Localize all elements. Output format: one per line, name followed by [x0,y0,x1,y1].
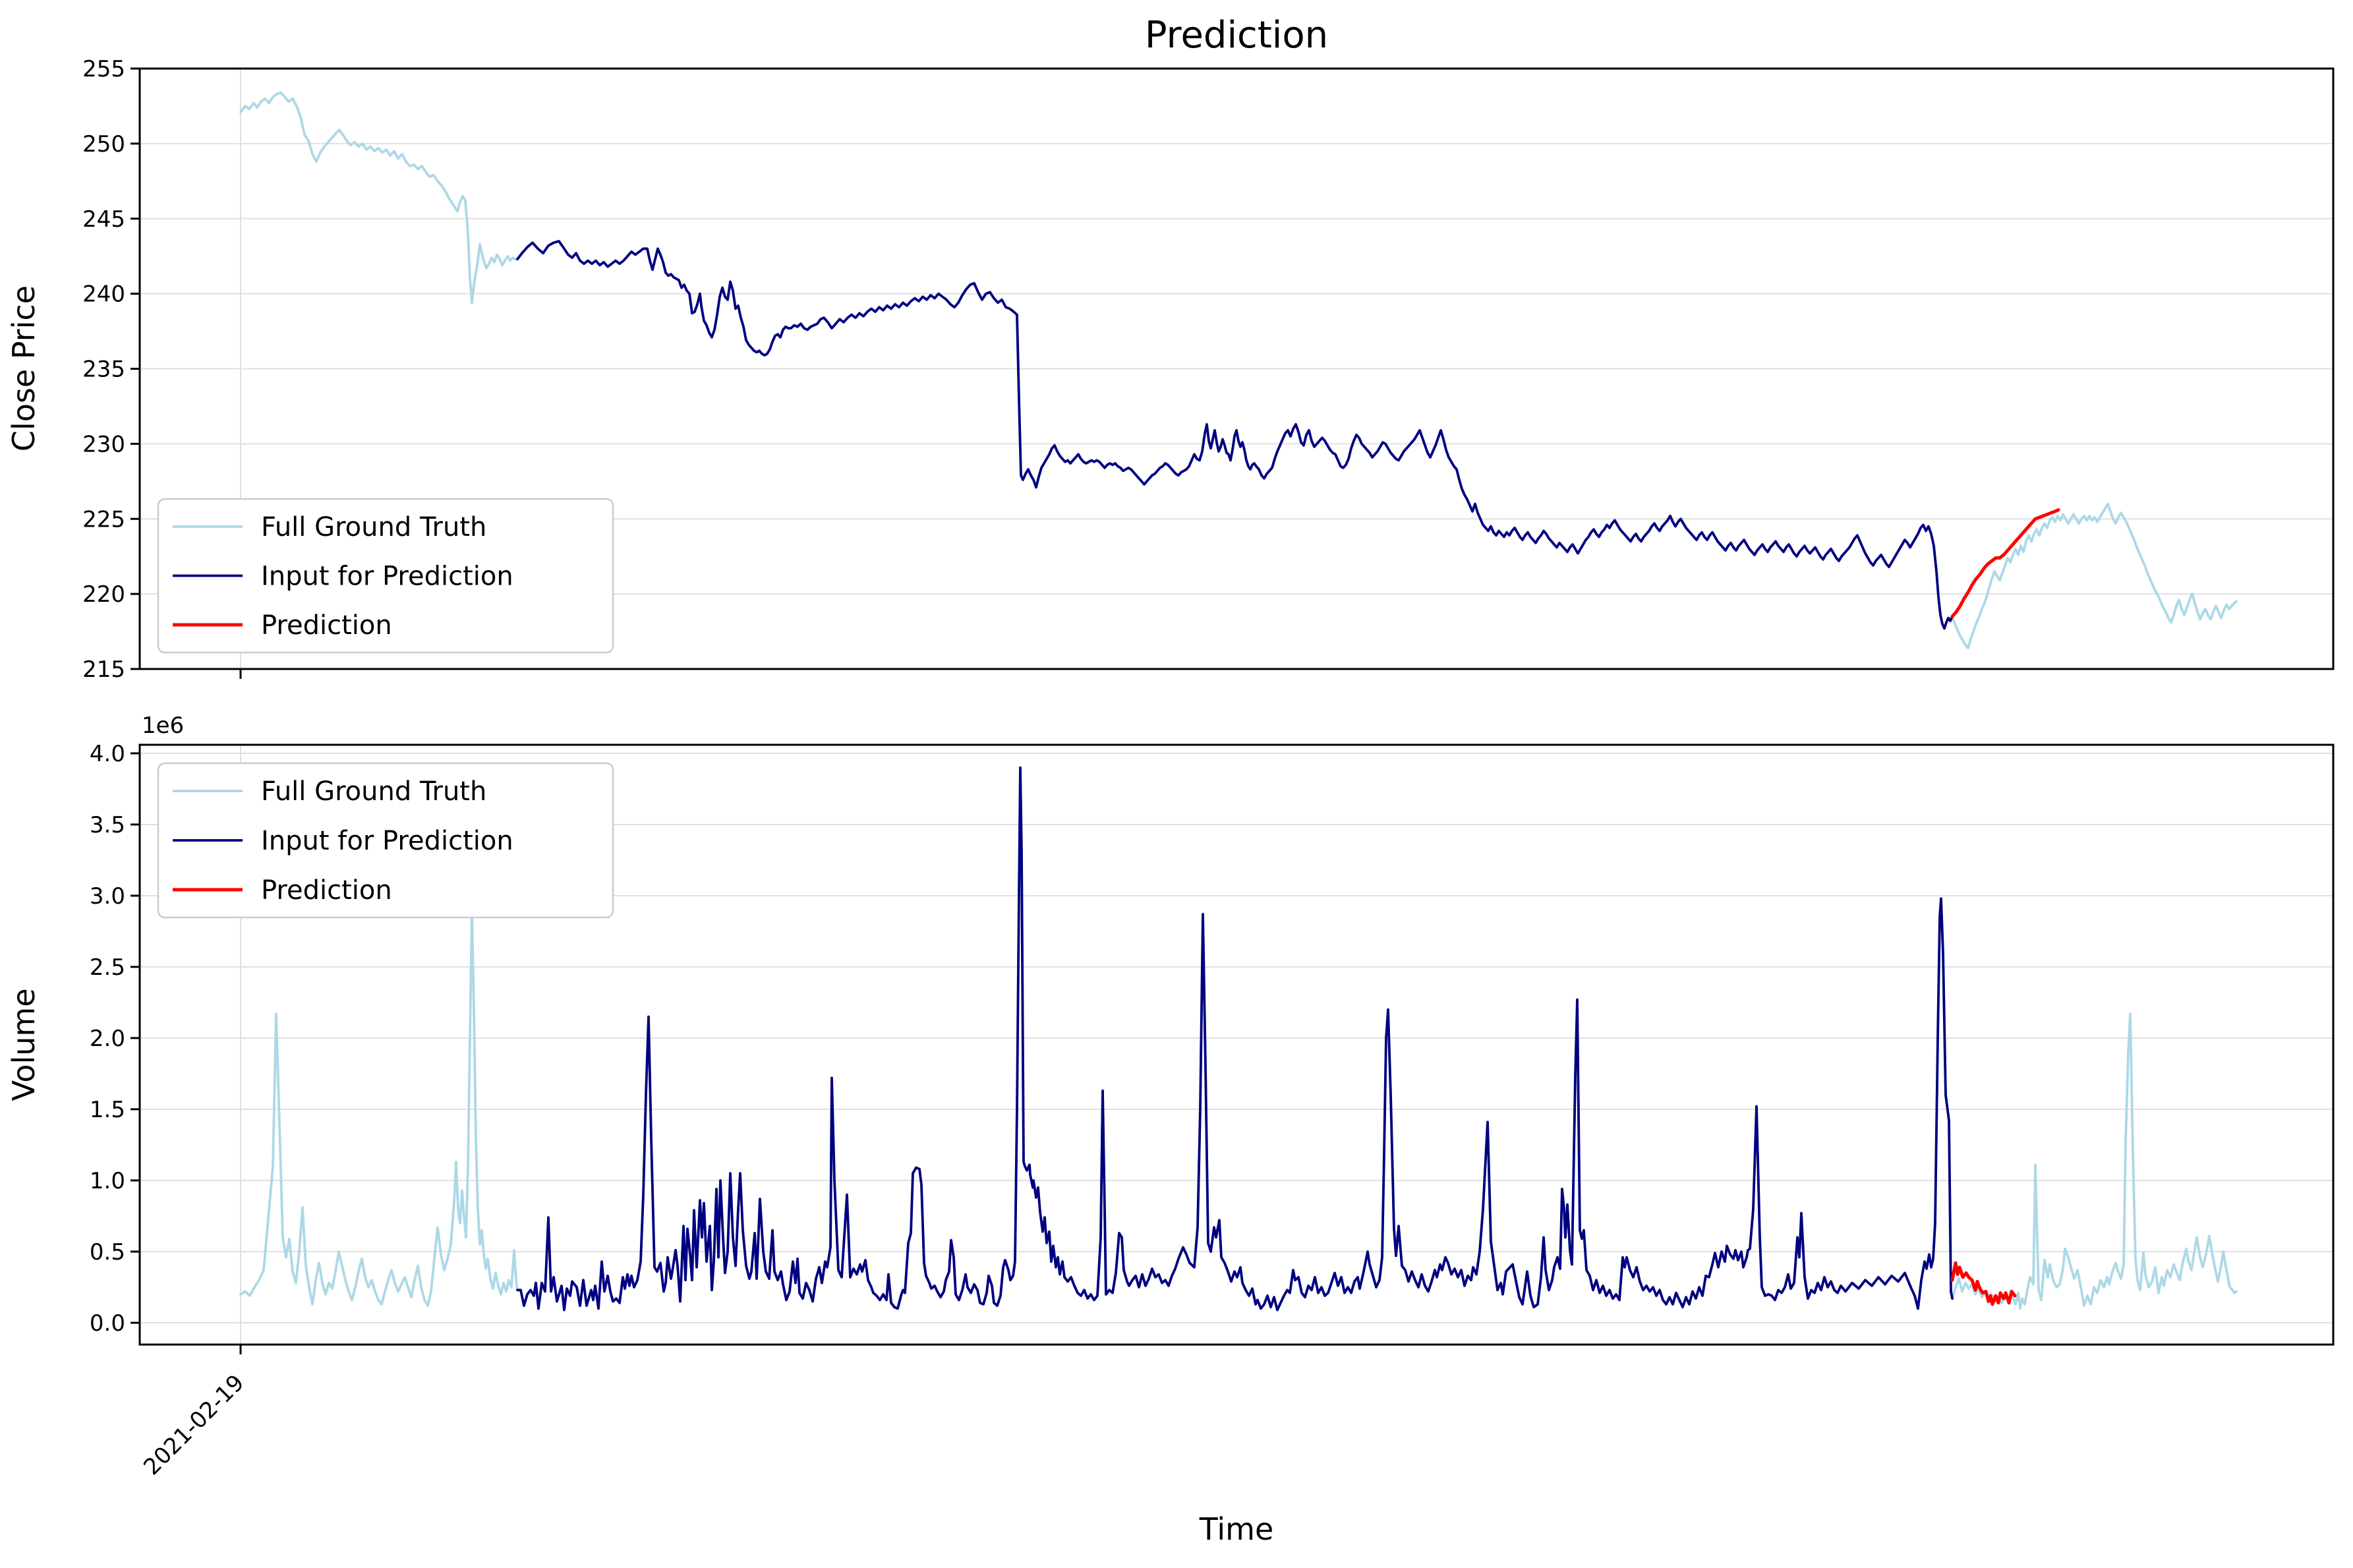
input-for-prediction-line [516,766,1954,1312]
prediction-line [1950,508,2060,618]
y-tick-label: 230 [82,431,125,457]
price-y-axis-label: Close Price [6,285,42,451]
y-tick-label: 0.5 [90,1239,125,1265]
volume-offset-label: 1e6 [142,712,184,739]
legend-label-0: Full Ground Truth [261,776,486,807]
y-tick-label: 245 [82,206,125,233]
y-tick-label: 250 [82,131,125,158]
y-tick-label: 2.5 [90,954,125,981]
y-tick-label: 2.0 [90,1026,125,1052]
legend: Full Ground Truth Input for Prediction Pre… [157,762,614,919]
price-chart: 215 220 225 230 235 240 245 250 255 Full Ground T… [82,56,2335,683]
plot-border [138,743,2335,1346]
y-tick-label: 240 [82,281,125,308]
legend-label-1: Input for Prediction [261,562,513,592]
y-tick-label: 220 [82,581,125,608]
y-tick-label: 1.5 [90,1097,125,1123]
legend-box [157,762,614,919]
chart-title: Prediction [1145,14,1328,57]
y-tick-label: 1.0 [90,1168,125,1194]
y-tick-label: 3.5 [90,812,125,838]
legend-label-2: Prediction [261,875,392,906]
x-axis-label: Time [1199,1511,1274,1547]
legend-label-0: Full Ground Truth [261,512,486,542]
y-tick-label: 255 [82,56,125,82]
y-tick-label: 225 [82,506,125,533]
legend-label-1: Input for Prediction [261,826,513,856]
volume-chart: 0.0 0.5 1.0 1.5 2.0 2.5 3.0 3.5 4.0 Full Ground T… [90,741,2335,1354]
legend: Full Ground Truth Input for Prediction Pre… [157,498,614,654]
y-tick-label: 3.0 [90,883,125,910]
y-tick-label: 4.0 [90,741,125,767]
input-for-prediction-line [516,240,1954,630]
legend-box [157,498,614,654]
prediction-line [1950,1261,2017,1306]
y-tick-label: 235 [82,357,125,383]
y-tick-label: 0.0 [90,1310,125,1337]
y-tick-label: 215 [82,656,125,683]
volume-y-axis-label: Volume [6,988,42,1101]
legend-label-2: Prediction [261,610,392,641]
